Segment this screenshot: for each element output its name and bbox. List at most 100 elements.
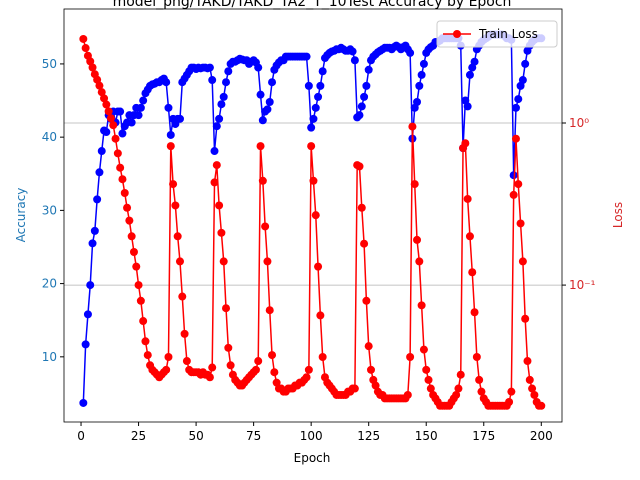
x-tick-label: 50 — [188, 429, 203, 443]
data-point — [314, 262, 323, 271]
data-point — [452, 390, 461, 399]
data-point — [424, 375, 433, 384]
y-axis-label: Accuracy — [14, 188, 28, 243]
y2-axis-label: Loss — [611, 202, 625, 228]
data-point — [268, 351, 277, 360]
data-point — [265, 306, 274, 315]
data-point — [523, 357, 532, 366]
data-point — [468, 268, 477, 277]
data-point — [79, 34, 88, 43]
plot-frame — [63, 8, 563, 423]
data-point — [166, 130, 175, 139]
data-point — [182, 357, 191, 366]
data-point — [212, 122, 221, 131]
data-point — [222, 304, 231, 313]
data-point — [175, 114, 184, 123]
data-point — [525, 375, 534, 384]
data-point — [415, 257, 424, 266]
legend-marker — [453, 30, 461, 38]
legend-label: Train Loss — [478, 27, 538, 41]
x-tick-label: 75 — [246, 429, 261, 443]
data-point — [95, 168, 104, 177]
data-point — [470, 308, 479, 317]
data-point — [362, 81, 371, 90]
data-point — [81, 44, 90, 53]
data-point — [318, 353, 327, 362]
data-point — [79, 398, 88, 407]
data-point — [171, 201, 180, 210]
data-point — [136, 296, 145, 305]
data-point — [304, 81, 313, 90]
data-point — [417, 301, 426, 310]
data-point — [509, 190, 518, 199]
data-point — [123, 203, 132, 212]
x-tick-label: 25 — [131, 429, 146, 443]
x-axis-label: Epoch — [294, 451, 331, 465]
data-point — [413, 235, 422, 244]
data-point — [521, 59, 530, 68]
data-point — [141, 337, 150, 346]
y2-tick-label: 10⁰ — [569, 116, 589, 130]
y-tick-label: 10 — [42, 350, 57, 364]
data-point — [102, 128, 111, 137]
data-point — [461, 139, 470, 148]
data-point — [104, 107, 113, 116]
data-point — [164, 353, 173, 362]
data-point — [422, 365, 431, 374]
data-point — [366, 365, 375, 374]
data-point — [357, 203, 366, 212]
data-point — [507, 387, 516, 396]
data-point — [350, 56, 359, 65]
data-point — [537, 401, 546, 410]
data-point — [261, 222, 270, 231]
data-point — [136, 103, 145, 112]
y-tick-label: 50 — [42, 57, 57, 71]
data-point — [360, 92, 369, 101]
data-point — [139, 317, 148, 326]
data-point — [314, 92, 323, 101]
data-point — [263, 105, 272, 114]
data-point — [116, 107, 125, 116]
data-point — [477, 387, 486, 396]
data-point — [226, 361, 235, 370]
data-point — [254, 357, 263, 366]
data-point — [205, 373, 214, 382]
data-point — [475, 375, 484, 384]
data-point — [173, 232, 182, 241]
data-point — [309, 176, 318, 185]
y2-tick-label: 10⁻¹ — [569, 278, 596, 292]
data-point — [83, 310, 92, 319]
legend-box — [436, 20, 558, 48]
data-point — [270, 368, 279, 377]
data-point — [139, 96, 148, 105]
data-point — [118, 129, 127, 138]
data-point — [426, 384, 435, 393]
data-point — [88, 63, 97, 72]
data-point — [511, 103, 520, 112]
data-point — [129, 248, 138, 257]
data-point — [410, 180, 419, 189]
data-point — [408, 122, 417, 131]
data-point — [116, 163, 125, 172]
data-point — [309, 114, 318, 123]
data-point — [219, 92, 228, 101]
data-point — [406, 353, 415, 362]
data-point — [364, 65, 373, 74]
data-point — [217, 100, 226, 109]
x-tick-label: 175 — [472, 429, 495, 443]
data-point — [93, 195, 102, 204]
data-point — [224, 67, 233, 76]
data-point — [530, 390, 539, 399]
data-point — [215, 201, 224, 210]
data-point — [111, 134, 120, 143]
data-point — [514, 95, 523, 104]
data-point — [125, 216, 134, 225]
data-point — [304, 365, 313, 374]
data-point — [134, 281, 143, 290]
data-point — [109, 121, 118, 130]
data-point — [265, 97, 274, 106]
data-point — [219, 257, 228, 266]
data-point — [162, 365, 171, 374]
data-point — [100, 94, 109, 103]
